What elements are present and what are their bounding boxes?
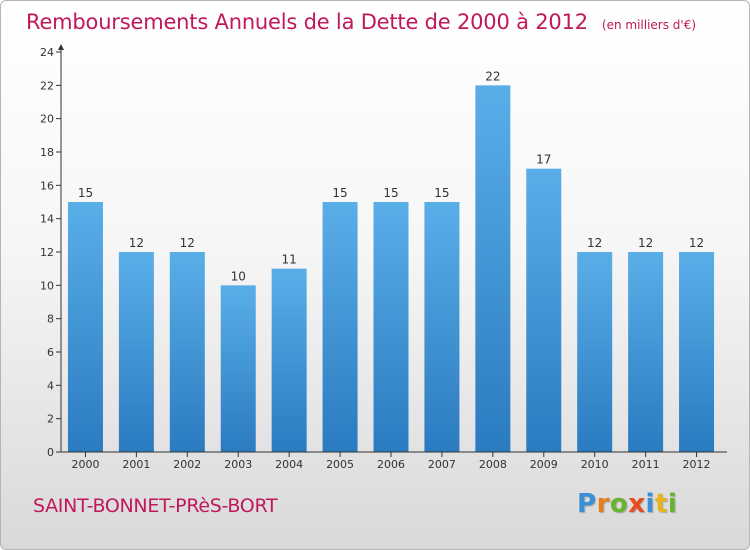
data-label-2000: 15 [78,186,93,200]
x-tick-label-2009: 2009 [530,458,558,471]
y-tick-label-16: 16 [40,179,54,192]
logo-letter: r [596,489,610,519]
x-tick-label-2008: 2008 [479,458,507,471]
y-tick-label-0: 0 [47,446,54,459]
bar-2011 [628,252,664,452]
bar-2009 [526,168,562,452]
logo-letter: i [667,489,678,519]
data-label-2007: 15 [434,186,449,200]
y-tick-label-24: 24 [40,46,54,59]
data-label-2005: 15 [332,186,347,200]
location-name: SAINT-BONNET-PRèS-BORT [33,495,278,517]
data-label-2006: 15 [383,186,398,200]
y-tick-label-20: 20 [40,113,54,126]
x-tick-label-2002: 2002 [173,458,201,471]
bar-2000 [67,202,103,452]
bar-2008 [475,85,511,452]
bar-2004 [271,268,307,452]
x-tick-label-2006: 2006 [377,458,405,471]
data-label-2011: 12 [638,236,653,250]
data-label-2010: 12 [587,236,602,250]
bar-2001 [118,252,154,452]
bar-2003 [220,285,256,452]
bar-2012 [679,252,715,452]
data-label-2004: 11 [282,253,297,267]
bars-group: 15 12 12 10 11 15 15 15 22 17 12 12 12 [67,69,715,452]
logo-letter: x [628,489,646,519]
y-tick-label-10: 10 [40,279,54,292]
y-tick-label-6: 6 [47,346,54,359]
y-tick-label-8: 8 [47,313,54,326]
y-axis-arrow [58,44,64,50]
logo-letter: t [654,489,668,519]
y-tick-label-22: 22 [40,79,54,92]
chart-title-unit: (en milliers d'€) [601,18,697,32]
bar-2006 [373,202,409,452]
axes-group: 2000 2001 2002 2003 2004 2005 2006 2007 2008 2009… [40,44,727,471]
x-tick-label-2012: 2012 [683,458,711,471]
x-tick-label-2011: 2011 [632,458,660,471]
data-label-2001: 12 [129,236,144,250]
x-tick-label-2004: 2004 [275,458,303,471]
bar-2010 [577,252,613,452]
chart-title: Remboursements Annuels de la Dette de 20… [26,10,696,34]
logo-letter: i [645,489,655,519]
x-tick-label-2000: 2000 [71,458,99,471]
proxiti-logo: Proxiti [577,489,677,519]
y-tick-label-18: 18 [40,146,54,159]
x-tick-label-2005: 2005 [326,458,354,471]
y-tick-label-14: 14 [40,213,54,226]
data-label-2002: 12 [180,236,195,250]
data-label-2008: 22 [485,69,500,83]
bar-2002 [169,252,205,452]
x-tick-label-2001: 2001 [122,458,150,471]
y-tick-label-4: 4 [47,379,54,392]
data-label-2009: 17 [536,153,551,167]
x-tick-label-2003: 2003 [224,458,252,471]
bar-2005 [322,202,358,452]
logo-letter: o [609,489,629,519]
chart-title-main: Remboursements Annuels de la Dette de 20… [26,10,588,34]
y-tick-label-12: 12 [40,246,54,259]
logo-letter: P [577,489,597,519]
y-tick-label-2: 2 [47,413,54,426]
data-label-2003: 10 [231,269,246,283]
x-tick-label-2007: 2007 [428,458,456,471]
bar-2007 [424,202,460,452]
data-label-2012: 12 [689,236,704,250]
x-tick-label-2010: 2010 [581,458,609,471]
